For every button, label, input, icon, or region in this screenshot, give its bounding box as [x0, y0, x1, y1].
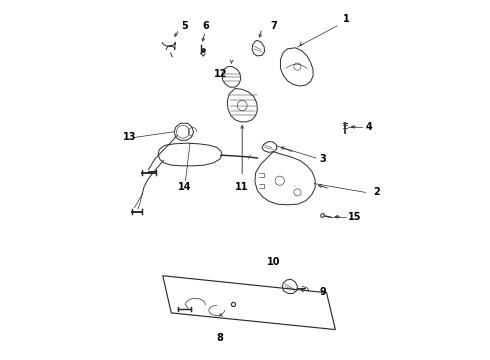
Text: 14: 14	[178, 182, 192, 192]
Text: 12: 12	[214, 69, 227, 79]
Text: 11: 11	[235, 182, 248, 192]
Text: 2: 2	[373, 188, 380, 197]
Text: 5: 5	[181, 21, 188, 31]
Text: 15: 15	[348, 212, 362, 222]
Text: 9: 9	[319, 287, 326, 297]
Text: 1: 1	[343, 14, 349, 24]
Text: 7: 7	[270, 21, 277, 31]
Text: 6: 6	[203, 21, 209, 31]
Text: 8: 8	[217, 333, 223, 343]
Text: 3: 3	[319, 154, 326, 164]
Text: 4: 4	[366, 122, 372, 132]
Text: 13: 13	[123, 132, 137, 143]
Text: 10: 10	[267, 257, 280, 266]
